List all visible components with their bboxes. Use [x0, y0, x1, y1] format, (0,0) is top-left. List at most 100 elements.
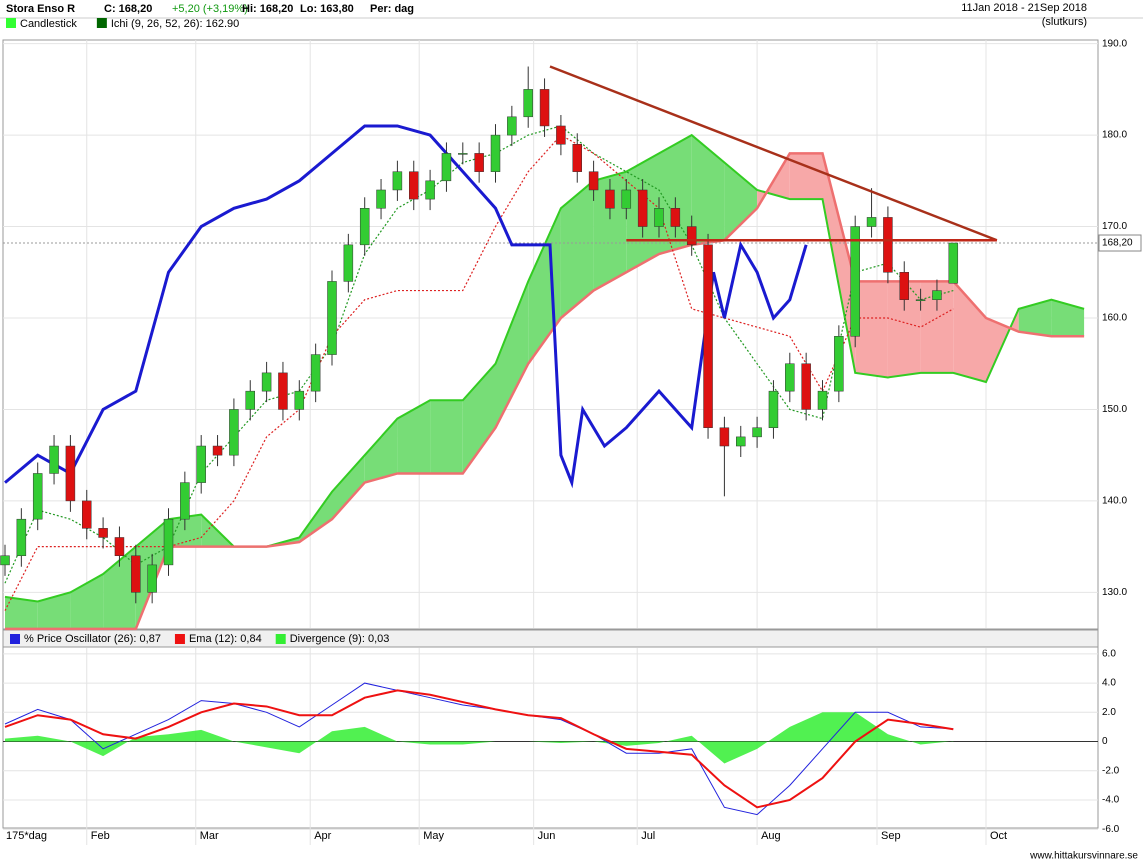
legend-swatch — [96, 18, 107, 28]
y-tick-label: -6.0 — [1102, 824, 1120, 835]
candle-body — [261, 372, 272, 392]
cloud-fill — [495, 281, 529, 428]
close: C: 168,20 — [104, 3, 152, 15]
candle-body — [441, 153, 452, 182]
candle-body — [719, 427, 730, 447]
y-tick-label: -2.0 — [1102, 765, 1120, 776]
candle-body — [147, 564, 157, 593]
candle-body — [572, 143, 582, 172]
site: www.hittakursvinnare.se — [1029, 851, 1138, 861]
legend-label: Divergence (9): 0,03 — [290, 633, 390, 645]
high: Hi: 168,20 — [242, 3, 293, 15]
candle-body — [948, 242, 959, 284]
candle-body — [654, 208, 664, 227]
candle-body — [915, 299, 926, 301]
cloud-fill — [953, 281, 986, 383]
candle-body — [883, 217, 893, 273]
candle-body — [343, 244, 354, 282]
candle-body — [556, 125, 566, 145]
candle-body — [637, 189, 648, 227]
candle-body — [588, 171, 599, 191]
candle-body — [834, 336, 844, 392]
x-tick-label: Feb — [91, 830, 110, 842]
x-tick-label: Jun — [538, 830, 556, 842]
candle-body — [245, 390, 255, 410]
candle-body — [98, 528, 108, 538]
cloud-fill — [593, 171, 627, 291]
oscillator-line — [4, 689, 954, 809]
x-tick-label: Oct — [990, 830, 1007, 842]
y-tick-label: 190.0 — [1102, 38, 1127, 49]
candle-body — [229, 409, 239, 456]
candle-body — [490, 134, 501, 172]
period: Per: dag — [370, 3, 414, 15]
candle-body — [49, 445, 59, 474]
y-tick-label: 140.0 — [1102, 496, 1127, 507]
cloud-fill — [691, 135, 725, 245]
candle-body — [359, 208, 370, 246]
x-tick-label: Apr — [314, 830, 331, 842]
legend-swatch — [174, 634, 185, 644]
cloud-fill — [5, 596, 38, 629]
candle-body — [523, 89, 533, 118]
y-tick-label: -4.0 — [1102, 795, 1120, 806]
last-price-label: 168,20 — [1102, 238, 1133, 249]
candle-body — [752, 427, 762, 438]
cloud-fill — [168, 514, 202, 547]
y-tick-label: 6.0 — [1102, 648, 1116, 659]
candle-body — [131, 555, 141, 593]
candle-body — [801, 363, 811, 410]
candle-body — [474, 153, 484, 172]
mode: (slutkurs) — [1042, 16, 1087, 28]
cloud-fill — [855, 281, 888, 378]
indicator-line — [4, 125, 954, 584]
candle-body — [768, 390, 779, 428]
legend-swatch — [6, 18, 16, 28]
y-tick-label: 130.0 — [1102, 587, 1127, 598]
legend-swatch — [275, 634, 286, 644]
legend-label: Ichi (9, 26, 52, 26): 162.90 — [111, 18, 239, 30]
change: +5,20 (+3,19%) — [172, 3, 248, 15]
y-tick-label: 150.0 — [1102, 404, 1127, 415]
candle-body — [605, 189, 615, 209]
legend-label: % Price Oscillator (26): 0,87 — [24, 633, 161, 645]
y-tick-label: 0 — [1102, 736, 1108, 747]
cloud-fill — [1018, 299, 1052, 337]
candle-body — [212, 445, 223, 456]
candle-body — [65, 445, 76, 502]
last-price-box — [1098, 234, 1142, 252]
candle-body — [932, 290, 942, 300]
y-tick-label: 2.0 — [1102, 707, 1116, 718]
candle-body — [310, 354, 321, 392]
oscillator-legend-bar — [2, 629, 1099, 648]
cloud-fill — [560, 180, 594, 318]
x-tick-label: Aug — [761, 830, 781, 842]
bars-label: 175*dag — [6, 830, 47, 842]
cloud-fill — [332, 455, 365, 520]
candle-body — [327, 281, 337, 355]
candle-body — [180, 482, 190, 520]
candle-body — [458, 153, 468, 155]
cloud-fill — [70, 574, 104, 629]
candle-body — [785, 363, 795, 392]
y-tick-label: 4.0 — [1102, 678, 1116, 689]
candle-body — [866, 217, 877, 227]
cloud-fill — [822, 153, 856, 373]
candle-body — [621, 189, 632, 209]
indicator-line — [4, 124, 808, 489]
candle-body — [196, 445, 206, 483]
candle-body — [114, 537, 125, 557]
candle-body — [294, 390, 305, 410]
cloud-fill — [789, 153, 823, 200]
legend-swatch — [10, 634, 20, 644]
candle-body — [392, 171, 403, 191]
x-tick-label: Sep — [881, 830, 901, 842]
candle-body — [507, 116, 517, 136]
trendline — [549, 65, 998, 242]
candle-body — [376, 189, 386, 209]
candle-body — [409, 171, 419, 200]
candle-body — [82, 500, 92, 529]
divergence-area — [5, 712, 954, 764]
